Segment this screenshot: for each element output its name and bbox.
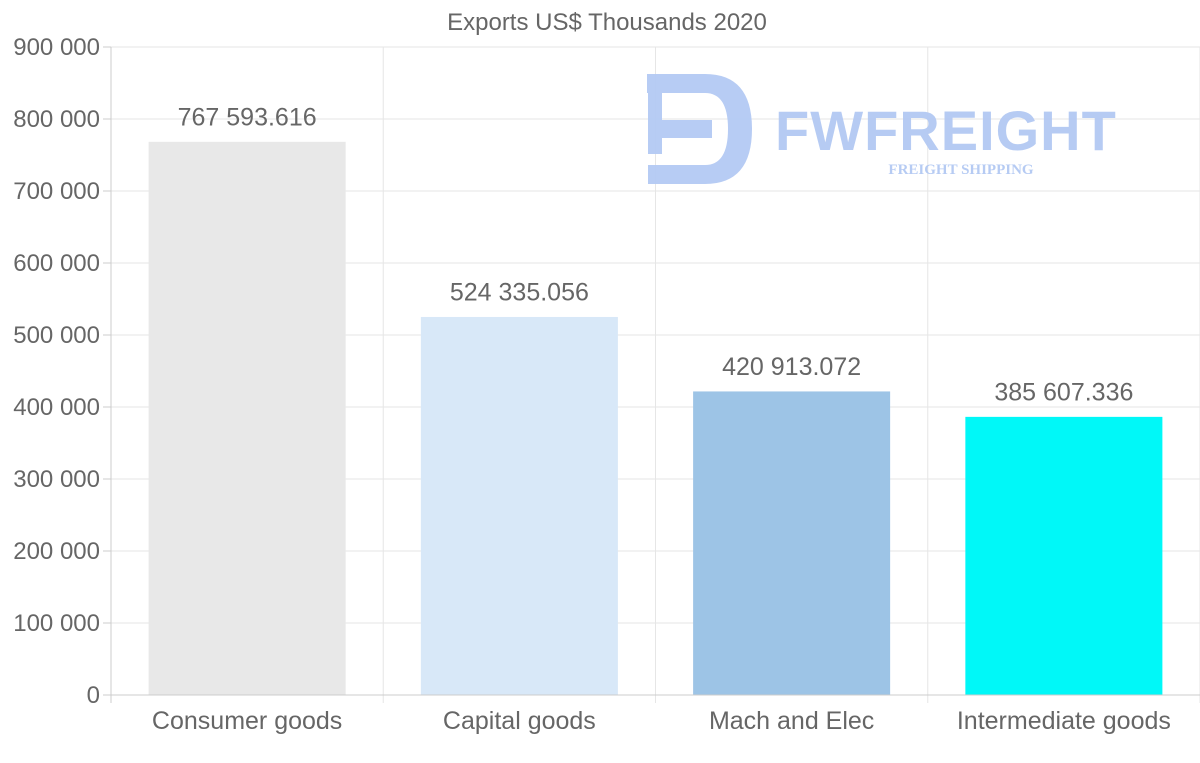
bar[interactable]	[693, 391, 891, 696]
y-tick-label: 0	[87, 682, 100, 709]
y-tick-label: 300 000	[13, 466, 100, 493]
x-tick-label: Mach and Elec	[709, 707, 874, 735]
chart-title: Exports US$ Thousands 2020	[447, 9, 767, 36]
bars	[148, 141, 1163, 696]
y-tick-label: 500 000	[13, 322, 100, 349]
y-tick-label: 900 000	[13, 34, 100, 61]
x-axis-ticks: Consumer goods Capital goods Mach and Elec…	[152, 707, 1171, 735]
bar-value-label: 767 593.616	[178, 103, 317, 131]
watermark-tagline: FREIGHT SHIPPING	[888, 162, 1033, 178]
watermark-brand: FWFREIGHT	[775, 99, 1117, 162]
fw-logo-icon	[647, 74, 752, 184]
x-tick-label: Intermediate goods	[957, 707, 1171, 735]
bar-value-label: 420 913.072	[722, 353, 861, 381]
bar[interactable]	[148, 141, 346, 696]
data-labels: 767 593.616 524 335.056 420 913.072 385 607…	[178, 103, 1134, 406]
y-tick-label: 200 000	[13, 538, 100, 565]
y-tick-label: 600 000	[13, 250, 100, 277]
y-tick-label: 400 000	[13, 394, 100, 421]
bar[interactable]	[965, 416, 1163, 696]
y-tick-label: 800 000	[13, 106, 100, 133]
y-axis-ticks: 0 100 000 200 000 300 000 400 000 500 000 600 …	[13, 34, 100, 709]
x-tick-label: Consumer goods	[152, 707, 342, 735]
y-tick-label: 700 000	[13, 178, 100, 205]
x-tick-label: Capital goods	[443, 707, 596, 735]
bar-value-label: 385 607.336	[994, 378, 1133, 406]
bar-value-label: 524 335.056	[450, 278, 589, 306]
watermark-logo: FWFREIGHT FREIGHT SHIPPING	[647, 74, 1117, 184]
bar[interactable]	[420, 316, 618, 696]
y-tick-label: 100 000	[13, 610, 100, 637]
